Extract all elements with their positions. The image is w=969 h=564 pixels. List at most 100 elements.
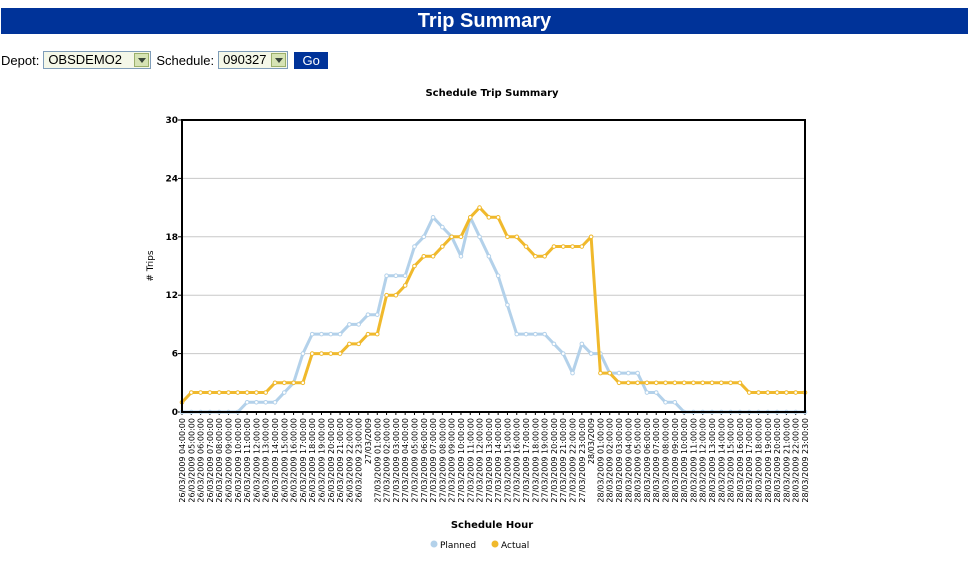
x-tick-label: 28/03/2009 11:00:00 [689, 418, 698, 503]
x-tick-label: 27/03/2009 08:00:00 [438, 418, 447, 503]
go-button[interactable]: Go [294, 51, 329, 69]
data-point-actual [254, 390, 259, 395]
data-point-actual [216, 390, 222, 395]
data-point-actual [235, 390, 241, 395]
data-point-actual [653, 380, 659, 386]
chevron-down-icon[interactable] [134, 53, 150, 67]
data-point-planned [802, 409, 808, 415]
x-tick-label: 27/03/2009 19:00:00 [541, 418, 550, 503]
chevron-down-icon[interactable] [271, 53, 287, 67]
data-point-actual [449, 234, 454, 240]
data-point-actual [774, 390, 780, 395]
grid-lines [182, 177, 805, 355]
x-tick-label: 27/03/2009 09:00:00 [448, 418, 457, 503]
legend-marker [430, 540, 438, 548]
data-point-planned [309, 331, 315, 337]
data-point-planned [188, 409, 194, 415]
x-tick-label: 28/03/2009 02:00:00 [606, 418, 615, 503]
x-tick-label: 28/03/2009 03:00:00 [615, 418, 624, 503]
chart-title: Schedule Trip Summary [425, 88, 559, 99]
depot-select[interactable]: OBSDEMO2 [43, 51, 152, 69]
x-tick-label: 28/03/2009 10:00:00 [680, 418, 689, 503]
data-point-actual [319, 351, 324, 356]
data-point-actual [430, 253, 436, 259]
x-tick-label: 28/03/2009 04:00:00 [624, 418, 633, 503]
data-point-actual [700, 380, 706, 386]
data-point-actual [495, 215, 501, 220]
data-point-planned [272, 399, 278, 405]
x-tick-label: 26/03/2009 08:00:00 [215, 418, 224, 503]
data-point-planned [598, 351, 603, 356]
series-group [179, 205, 808, 415]
x-axis-ticks: 26/03/2009 04:00:00 26/03/2009 05:00:00 26… [178, 412, 810, 503]
data-point-actual [421, 253, 427, 259]
x-tick-label: 26/03/2009 15:00:00 [280, 418, 289, 503]
data-point-actual [579, 244, 585, 249]
data-point-actual [505, 234, 510, 240]
data-point-planned [653, 390, 659, 395]
x-tick-label: 26/03/2009 17:00:00 [299, 418, 308, 503]
x-tick-label: 27/03/2009 03:00:00 [392, 418, 401, 503]
x-tick-label: 28/03/2009 01:00:00 [596, 418, 605, 503]
x-tick-label: 27/03/2009 05:00:00 [410, 418, 419, 503]
x-axis-label: Schedule Hour [451, 520, 533, 531]
schedule-select[interactable]: 090327 [218, 51, 289, 69]
data-point-actual [486, 215, 492, 220]
data-point-planned [756, 409, 761, 415]
data-point-planned [579, 341, 585, 347]
x-tick-label: 26/03/2009 18:00:00 [308, 418, 317, 503]
data-point-planned [719, 409, 724, 415]
x-tick-label: 28/03/2009 16:00:00 [736, 418, 745, 503]
data-point-actual [598, 370, 603, 376]
data-point-planned [254, 399, 259, 405]
y-tick-label: 30 [165, 116, 178, 126]
data-point-actual [802, 390, 808, 395]
x-tick-label: 27/03/2009 04:00:00 [401, 418, 410, 503]
x-tick-label: 26/03/2009 09:00:00 [224, 418, 233, 503]
data-point-planned [198, 409, 203, 415]
data-point-planned [328, 331, 334, 337]
data-point-planned [467, 215, 473, 220]
data-point-planned [728, 409, 733, 415]
x-tick-label: 26/03/2009 05:00:00 [187, 418, 196, 503]
data-point-actual [365, 331, 371, 337]
data-point-actual [179, 399, 185, 405]
x-tick-label: 28/03/2009 [587, 418, 596, 464]
x-tick-label: 26/03/2009 23:00:00 [355, 418, 364, 503]
data-point-planned [784, 409, 789, 415]
data-point-actual [458, 234, 464, 240]
x-tick-label: 27/03/2009 13:00:00 [485, 418, 494, 503]
x-tick-label: 27/03/2009 22:00:00 [569, 418, 578, 503]
data-point-actual [328, 351, 334, 356]
x-tick-label: 27/03/2009 15:00:00 [503, 418, 512, 503]
data-point-planned [570, 370, 575, 376]
data-point-actual [719, 380, 724, 386]
data-point-actual [514, 234, 520, 240]
x-tick-label: 28/03/2009 09:00:00 [671, 418, 680, 503]
data-point-planned [226, 409, 231, 415]
x-tick-label: 27/03/2009 [364, 418, 373, 464]
data-point-actual [384, 292, 389, 298]
x-tick-label: 26/03/2009 21:00:00 [336, 418, 345, 503]
data-point-planned [179, 409, 185, 415]
legend-marker [491, 540, 499, 548]
x-tick-label: 26/03/2009 20:00:00 [327, 418, 336, 503]
x-tick-label: 28/03/2009 14:00:00 [717, 418, 726, 503]
x-tick-label: 26/03/2009 12:00:00 [252, 418, 261, 503]
data-point-planned [412, 244, 417, 249]
data-point-planned [393, 273, 399, 279]
data-point-actual [393, 292, 399, 298]
data-point-planned [207, 409, 213, 415]
x-tick-label: 27/03/2009 16:00:00 [513, 418, 522, 503]
data-point-actual [374, 331, 380, 337]
x-tick-label: 27/03/2009 17:00:00 [522, 418, 531, 503]
data-point-planned [477, 234, 482, 240]
data-point-planned [319, 331, 324, 337]
data-point-planned [337, 331, 343, 337]
legend-label: Planned [440, 541, 476, 551]
x-tick-label: 27/03/2009 23:00:00 [578, 418, 587, 503]
data-point-actual [551, 244, 557, 249]
data-point-actual [746, 390, 752, 395]
data-point-actual [635, 380, 640, 386]
x-tick-label: 28/03/2009 12:00:00 [699, 418, 708, 503]
